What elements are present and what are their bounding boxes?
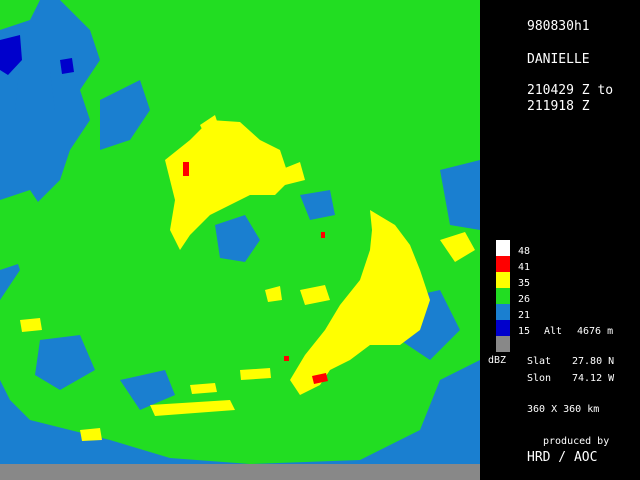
legend-swatch-35 — [496, 272, 510, 288]
legend-label-26: 26 — [518, 294, 531, 305]
legend-swatch-26 — [496, 288, 510, 304]
radar-reflectivity-map — [0, 0, 480, 480]
altitude-label: Alt — [544, 326, 563, 337]
legend-label-48: 48 — [518, 246, 531, 257]
flight-id: 980830h1 — [527, 19, 590, 34]
info-panel: 980830h1 DANIELLE 210429 Z to 211918 Z 4… — [480, 0, 640, 480]
time-end: 211918 Z — [527, 99, 590, 114]
domain-size: 360 X 360 km — [527, 404, 600, 415]
legend-swatch-41 — [496, 256, 510, 272]
legend-swatch-nodata — [496, 336, 510, 352]
credit-organization: HRD / AOC — [527, 450, 598, 465]
legend-swatch-48 — [496, 240, 510, 256]
slon-label: Slon — [527, 373, 552, 384]
legend-swatch-15 — [496, 320, 510, 336]
storm-name: DANIELLE — [527, 52, 590, 67]
time-start: 210429 Z to — [527, 83, 614, 98]
legend-swatch-21 — [496, 304, 510, 320]
legend-label-15: 15 — [518, 326, 531, 337]
legend-label-35: 35 — [518, 278, 531, 289]
altitude-value: 4676 m — [577, 326, 614, 337]
legend-label-21: 21 — [518, 310, 531, 321]
slat-label: Slat — [527, 356, 552, 367]
slat-value: 27.80 N — [572, 356, 615, 367]
legend-unit: dBZ — [488, 355, 507, 366]
radar-reflectivity-image — [0, 0, 480, 480]
credit-produced-by: produced by — [543, 436, 610, 447]
legend-label-41: 41 — [518, 262, 531, 273]
slon-value: 74.12 W — [572, 373, 615, 384]
